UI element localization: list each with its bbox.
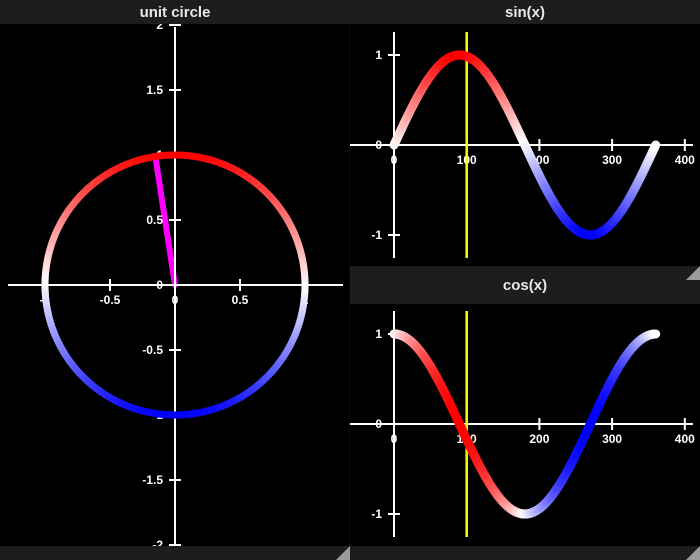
svg-text:400: 400 [675, 153, 695, 167]
svg-text:0: 0 [391, 153, 398, 167]
svg-text:-0.5: -0.5 [100, 293, 121, 307]
svg-text:1: 1 [375, 327, 382, 341]
svg-text:300: 300 [602, 432, 622, 446]
svg-text:0: 0 [375, 138, 382, 152]
svg-text:-0.5: -0.5 [142, 343, 163, 357]
svg-text:0: 0 [375, 417, 382, 431]
svg-text:-1.5: -1.5 [142, 473, 163, 487]
svg-text:0: 0 [156, 278, 163, 292]
svg-text:-1: -1 [371, 507, 382, 521]
svg-text:0: 0 [391, 432, 398, 446]
svg-text:200: 200 [529, 432, 549, 446]
svg-text:300: 300 [602, 153, 622, 167]
svg-text:400: 400 [675, 432, 695, 446]
svg-text:1: 1 [375, 48, 382, 62]
svg-text:-1: -1 [371, 228, 382, 242]
svg-text:0: 0 [172, 293, 179, 307]
svg-text:0.5: 0.5 [146, 213, 163, 227]
svg-text:1.5: 1.5 [146, 83, 163, 97]
svg-text:0.5: 0.5 [232, 293, 249, 307]
svg-text:-2: -2 [152, 538, 163, 552]
svg-text:2: 2 [156, 18, 163, 32]
